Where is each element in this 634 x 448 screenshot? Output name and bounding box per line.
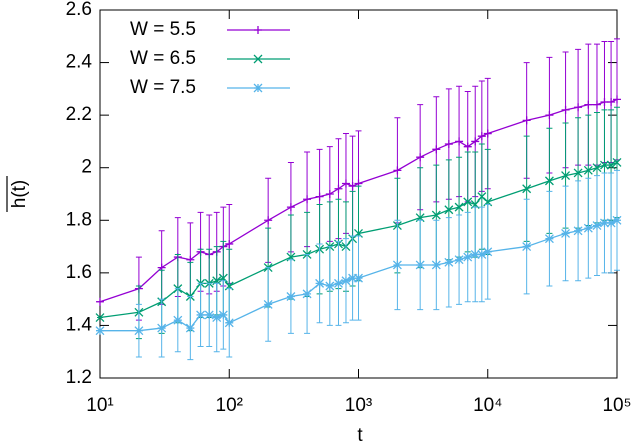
y-tick-label: 2.6	[66, 0, 92, 20]
series-line	[100, 219, 618, 332]
legend-marker	[253, 54, 263, 64]
x-tick-label: 10¹	[86, 395, 113, 416]
legend-marker	[254, 26, 262, 34]
legend-label: W = 5.5	[130, 19, 196, 40]
point-marker	[613, 95, 621, 104]
legend-label: W = 7.5	[130, 77, 196, 98]
x-tick-label: 10²	[216, 395, 243, 416]
point-marker	[612, 157, 622, 167]
legend-marker	[253, 83, 263, 93]
x-tick-label: 10⁵	[602, 395, 631, 416]
y-tick-label: 2.2	[66, 104, 92, 125]
y-tick-label: 1.2	[66, 367, 92, 388]
x-tick-label: 10⁴	[473, 395, 502, 416]
y-tick-label: 2	[81, 157, 92, 178]
y-tick-label: 1.8	[66, 209, 92, 230]
y-tick-label: 1.4	[66, 314, 93, 335]
y-tick-label: 2.4	[66, 52, 93, 73]
x-tick-label: 10³	[345, 395, 372, 416]
y-axis-label: h(t)	[9, 180, 30, 209]
legend-label: W = 6.5	[130, 48, 196, 69]
point-marker	[95, 313, 105, 323]
y-tick-label: 1.6	[66, 262, 92, 283]
y-axis-label-group: h(t)	[6, 176, 30, 212]
x-axis-label: t	[357, 425, 363, 446]
